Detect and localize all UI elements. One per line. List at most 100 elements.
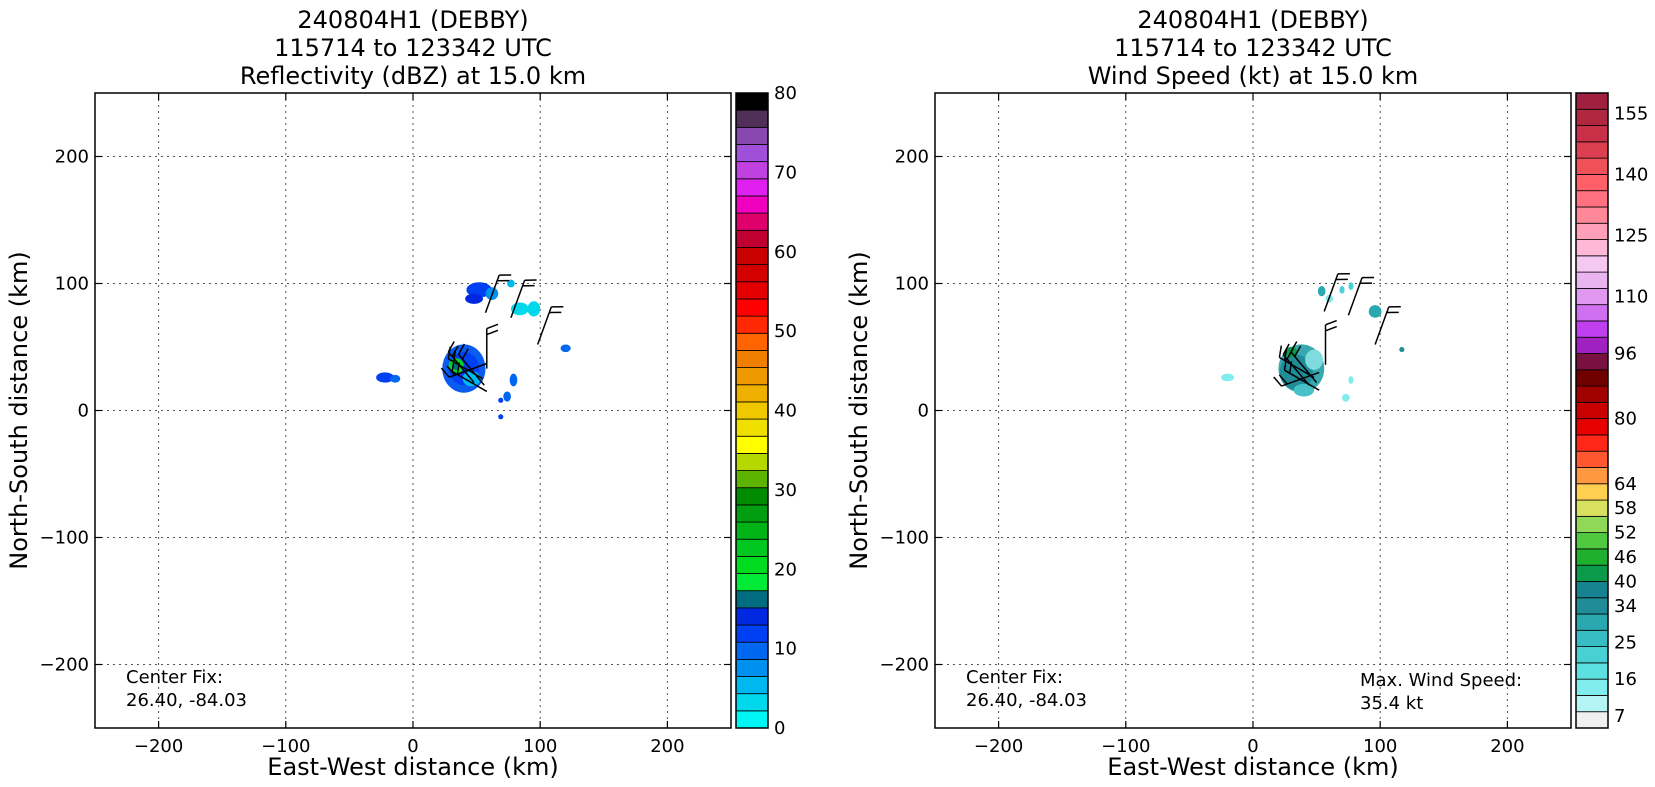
colorbar-segment: [735, 401, 769, 420]
y-tick-label: 200: [55, 147, 89, 168]
wind-barb-staff: [1279, 356, 1315, 379]
colorbar-segment: [1575, 483, 1609, 501]
colorbar-segment: [1575, 711, 1609, 729]
colorbar-segment: [735, 144, 769, 163]
colorbar-tick-label: 40: [1614, 571, 1637, 592]
colorbar-segment: [1575, 434, 1609, 452]
y-tick-label: 100: [895, 274, 929, 295]
colorbar-segment: [735, 264, 769, 283]
wind-barb-feather: [486, 323, 499, 330]
wind-barb-staff: [536, 306, 553, 345]
colorbar-segment: [1575, 581, 1609, 599]
x-tick-label: 200: [1490, 736, 1524, 757]
colorbar-segment: [1575, 141, 1609, 159]
wind-barb-feather: [1273, 376, 1283, 387]
colorbar-segment: [1575, 548, 1609, 566]
wind-barb-feather: [1325, 319, 1337, 326]
colorbar-segment: [1575, 92, 1609, 110]
colorbar-tick-label: 70: [774, 162, 797, 183]
colorbar-tick-label: 50: [774, 321, 797, 342]
colorbar: 7 16 25 34 40 46 52 58 64 80 96 110 125 140 155: [1575, 92, 1648, 729]
chart-title-line: 115714 to 123342 UTC: [274, 34, 552, 62]
center-fix-annotation: Center Fix:: [966, 667, 1063, 688]
colorbar-segment: [1575, 336, 1609, 354]
colorbar-segment: [1575, 369, 1609, 387]
colorbar-segment: [735, 538, 769, 557]
colorbar-tick-label: 52: [1614, 523, 1637, 544]
wind-barb-feather: [440, 367, 450, 378]
colorbar-segment: [1575, 222, 1609, 240]
x-tick-label: −100: [1101, 736, 1150, 757]
colorbar-segment: [1575, 271, 1609, 289]
colorbar-segment: [735, 178, 769, 197]
wind-barb-staff: [1347, 277, 1363, 316]
colorbar-frame: [1575, 92, 1609, 729]
wind-barb-feather: [1286, 348, 1294, 360]
echo-cell: [376, 372, 394, 383]
y-axis-label: North-South distance (km): [845, 251, 873, 570]
echo-cell: [1342, 393, 1350, 402]
chart-title-line: 240804H1 (DEBBY): [297, 6, 528, 34]
echo-cell: [1317, 286, 1326, 297]
wind-barb-staff: [1284, 369, 1320, 391]
chart-title-line: Reflectivity (dBZ) at 15.0 km: [240, 62, 586, 90]
y-tick-label: 0: [78, 401, 89, 422]
colorbar-segment: [735, 109, 769, 128]
colorbar-segment: [735, 298, 769, 317]
echo-cell: [1399, 346, 1405, 353]
colorbar-segment: [1575, 695, 1609, 713]
colorbar-segment: [1575, 613, 1609, 631]
colorbar-segment: [735, 590, 769, 609]
colorbar-segment: [1575, 662, 1609, 680]
colorbar-segment: [1575, 646, 1609, 664]
chart-title-line: 115714 to 123342 UTC: [1114, 34, 1392, 62]
wind-barb-feather: [1283, 358, 1288, 371]
chart-title-line: Wind Speed (kt) at 15.0 km: [1088, 62, 1419, 90]
echo-cell: [527, 301, 541, 317]
x-tick-label: 0: [1247, 736, 1258, 757]
x-tick-label: 100: [523, 736, 557, 757]
colorbar-tick-label: 80: [774, 83, 797, 104]
colorbar-segment: [1575, 304, 1609, 322]
colorbar-segment: [1575, 629, 1609, 647]
echo-cell: [1221, 373, 1234, 382]
chart-title-line: 240804H1 (DEBBY): [1137, 6, 1368, 34]
colorbar-segment: [1575, 401, 1609, 420]
wind-barb-feather: [447, 341, 455, 353]
max-wind-annotation: 35.4 kt: [1360, 693, 1423, 714]
reflectivity-panel: 240804H1 (DEBBY)115714 to 123342 UTCRefl…: [5, 6, 797, 781]
colorbar-tick-label: 30: [774, 480, 797, 501]
colorbar-segment: [735, 212, 769, 231]
colorbar-tick-label: 7: [1614, 706, 1625, 727]
echo-cell: [465, 293, 483, 304]
colorbar-segment: [1575, 125, 1609, 143]
colorbar-tick-label: 46: [1614, 547, 1637, 568]
colorbar-tick-label: 40: [774, 401, 797, 422]
colorbar-segment: [1575, 467, 1609, 485]
colorbar: 0 10 20 30 40 50 60 70 80: [735, 83, 797, 739]
colorbar-segment: [735, 418, 769, 437]
colorbar-tick-label: 96: [1614, 344, 1637, 365]
colorbar-segment: [1575, 287, 1609, 306]
echo-cell: [498, 414, 504, 420]
colorbar-tick-label: 60: [774, 242, 797, 263]
x-tick-label: 100: [1363, 736, 1397, 757]
colorbar-segment: [1575, 190, 1609, 208]
wind-barb-feather: [446, 365, 456, 376]
colorbar-tick-label: 10: [774, 639, 797, 660]
colorbar-segment: [735, 247, 769, 266]
colorbar-tick-label: 25: [1614, 633, 1637, 654]
colorbar-segment: [735, 315, 769, 334]
y-tick-label: 100: [55, 274, 89, 295]
colorbar-segment: [1575, 678, 1609, 696]
colorbar-segment: [735, 555, 769, 574]
echo-cell: [1339, 286, 1345, 294]
wind-barb-staff: [451, 370, 488, 393]
colorbar-segment: [735, 641, 769, 660]
colorbar-segment: [1575, 353, 1609, 371]
y-tick-label: −200: [40, 655, 89, 676]
colorbar-tick-label: 16: [1614, 669, 1637, 690]
colorbar-tick-label: 64: [1614, 474, 1637, 495]
colorbar-tick-label: 34: [1614, 596, 1637, 617]
echo-cell: [507, 279, 515, 288]
